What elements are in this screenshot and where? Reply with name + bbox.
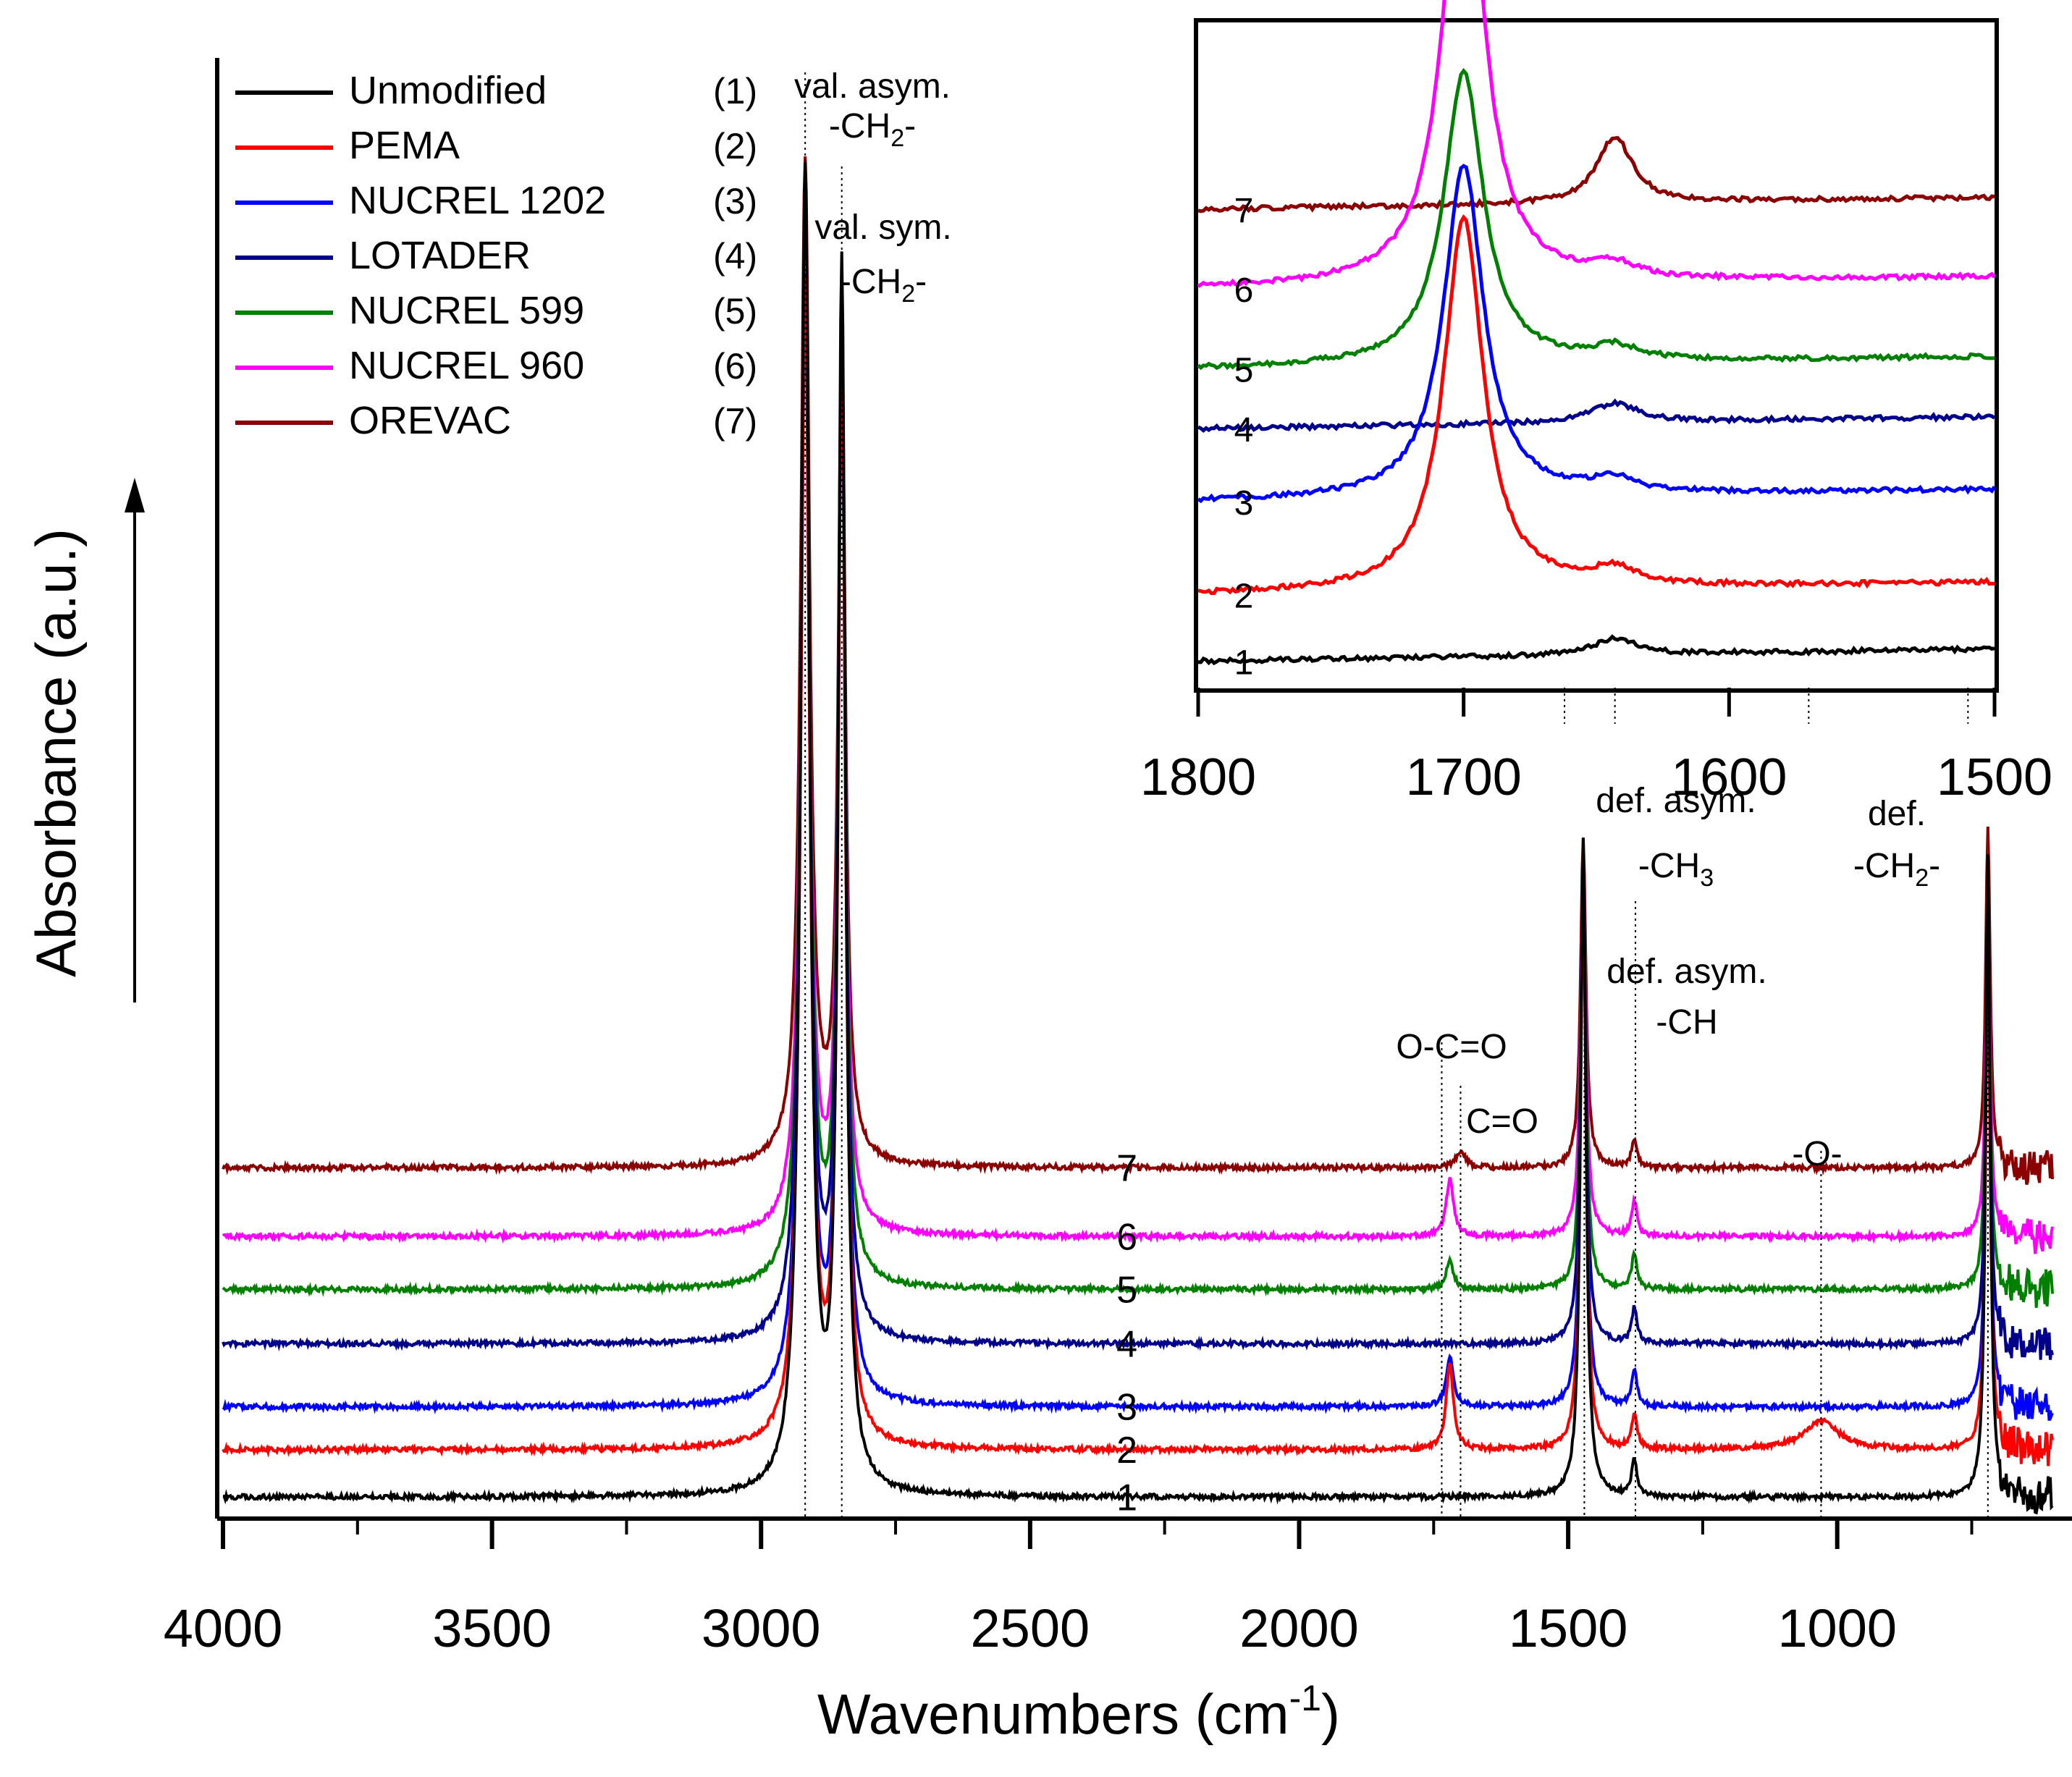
annot-def-ch2-line2: -CH2- bbox=[1853, 847, 1940, 892]
inset-series-6-line bbox=[1197, 0, 1996, 288]
series-6-number: 6 bbox=[1116, 1216, 1137, 1258]
series-6-line bbox=[222, 295, 2054, 1254]
series-1-line bbox=[222, 161, 2054, 1515]
main-x-ticks: 4000 3500 3000 2500 2000 1500 1000 bbox=[164, 1519, 1974, 1658]
series-7-number: 7 bbox=[1116, 1147, 1137, 1189]
inset-series-7-number: 7 bbox=[1234, 192, 1254, 230]
inset-series-3-line bbox=[1197, 164, 1997, 504]
legend-num-7: (7) bbox=[713, 401, 757, 442]
inset-series-5-number: 5 bbox=[1234, 351, 1254, 389]
inset-x-tick-label-1600: 1600 bbox=[1671, 748, 1787, 806]
series-1-number: 1 bbox=[1116, 1477, 1137, 1519]
inset-series-group bbox=[1197, 0, 1997, 666]
legend-num-1: (1) bbox=[713, 71, 757, 111]
y-axis-arrow bbox=[125, 478, 145, 1003]
series-2-number: 2 bbox=[1116, 1430, 1137, 1472]
legend-label-6: NUCREL 960 bbox=[349, 344, 584, 387]
series-4-number: 4 bbox=[1116, 1324, 1137, 1366]
x-tick-label-1000: 1000 bbox=[1777, 1598, 1897, 1658]
annot-val-sym-line1: val. sym. bbox=[814, 208, 951, 247]
legend-label-1: Unmodified bbox=[349, 69, 547, 112]
legend-num-5: (5) bbox=[713, 291, 757, 332]
annot-val-asym-line1: val. asym. bbox=[794, 67, 951, 106]
inset-series-4-number: 4 bbox=[1234, 411, 1254, 449]
legend-label-5: NUCREL 599 bbox=[349, 289, 584, 332]
annot-def-asym-ch3-line2: -CH3 bbox=[1638, 847, 1714, 892]
inset-number-labels: 1 2 3 4 5 6 7 bbox=[1234, 192, 1254, 682]
annot-co-line1: C=O bbox=[1466, 1102, 1538, 1141]
legend-num-4: (4) bbox=[713, 236, 757, 277]
x-axis-label: Wavenumbers (cm-1) bbox=[817, 1678, 1340, 1746]
inset-series-5-line bbox=[1197, 67, 1995, 371]
annot-def-ch2-line1: def. bbox=[1868, 795, 1926, 833]
inset-x-ticks: 1800 1700 1600 1500 bbox=[1140, 688, 2052, 806]
peak-guide-lines bbox=[804, 72, 1989, 1519]
x-tick-label-2500: 2500 bbox=[971, 1598, 1090, 1658]
x-tick-label-1500: 1500 bbox=[1509, 1598, 1628, 1658]
series-2-line bbox=[222, 277, 2054, 1466]
annot-ocoo-line1: O-C=O bbox=[1396, 1028, 1507, 1066]
legend-label-3: NUCREL 1202 bbox=[349, 179, 606, 222]
inset-x-tick-label-1700: 1700 bbox=[1406, 748, 1522, 806]
legend-num-6: (6) bbox=[713, 346, 757, 387]
x-tick-label-3500: 3500 bbox=[432, 1598, 552, 1658]
annot-def-asym-ch3-line1: def. asym. bbox=[1596, 782, 1756, 820]
inset-series-7-line bbox=[1197, 135, 1995, 214]
annot-val-sym-line2: -CH2- bbox=[840, 263, 927, 308]
series-7-line bbox=[222, 156, 2054, 1186]
inset-series-6-number: 6 bbox=[1234, 271, 1254, 310]
legend-label-4: LOTADER bbox=[349, 234, 531, 277]
series-3-line bbox=[222, 290, 2054, 1421]
inset-x-tick-label-1800: 1800 bbox=[1140, 748, 1256, 806]
x-tick-label-4000: 4000 bbox=[164, 1598, 283, 1658]
legend-label-2: PEMA bbox=[349, 124, 460, 167]
inset-series-2-line bbox=[1197, 214, 1995, 596]
peak-annotations: val. asym.-CH2-val. sym.-CH2-O-C=OC=Odef… bbox=[794, 67, 1940, 1173]
inset-series-2-number: 2 bbox=[1234, 577, 1254, 615]
series-5-line bbox=[222, 273, 2054, 1308]
x-tick-label-2000: 2000 bbox=[1239, 1598, 1359, 1658]
y-axis-label: Absorbance (a.u.) bbox=[24, 528, 88, 977]
series-4-line bbox=[222, 273, 2054, 1360]
series-5-number: 5 bbox=[1116, 1270, 1137, 1312]
annot-def-asym-ch-line2: -CH bbox=[1656, 1003, 1717, 1042]
main-series-group bbox=[222, 156, 2054, 1515]
annot-val-asym-line2: -CH2- bbox=[829, 107, 916, 152]
inset-x-tick-label-1500: 1500 bbox=[1937, 748, 2052, 806]
inset-series-4-line bbox=[1197, 398, 1996, 433]
series-3-number: 3 bbox=[1116, 1387, 1137, 1429]
annot-o-line1: -O- bbox=[1792, 1135, 1842, 1173]
inset-series-3-number: 3 bbox=[1234, 484, 1254, 523]
legend-label-7: OREVAC bbox=[349, 399, 511, 442]
legend-num-2: (2) bbox=[713, 126, 757, 166]
inset-frame bbox=[1194, 18, 1999, 693]
legend: Unmodified (1) PEMA (2) NUCREL 1202 (3) LOTADE… bbox=[235, 69, 757, 442]
legend-num-3: (3) bbox=[713, 181, 757, 221]
inset-series-1-line bbox=[1197, 634, 1995, 666]
annot-def-asym-ch-line1: def. asym. bbox=[1606, 953, 1766, 991]
inset-series-1-number: 1 bbox=[1234, 643, 1254, 682]
x-tick-label-3000: 3000 bbox=[702, 1598, 821, 1658]
